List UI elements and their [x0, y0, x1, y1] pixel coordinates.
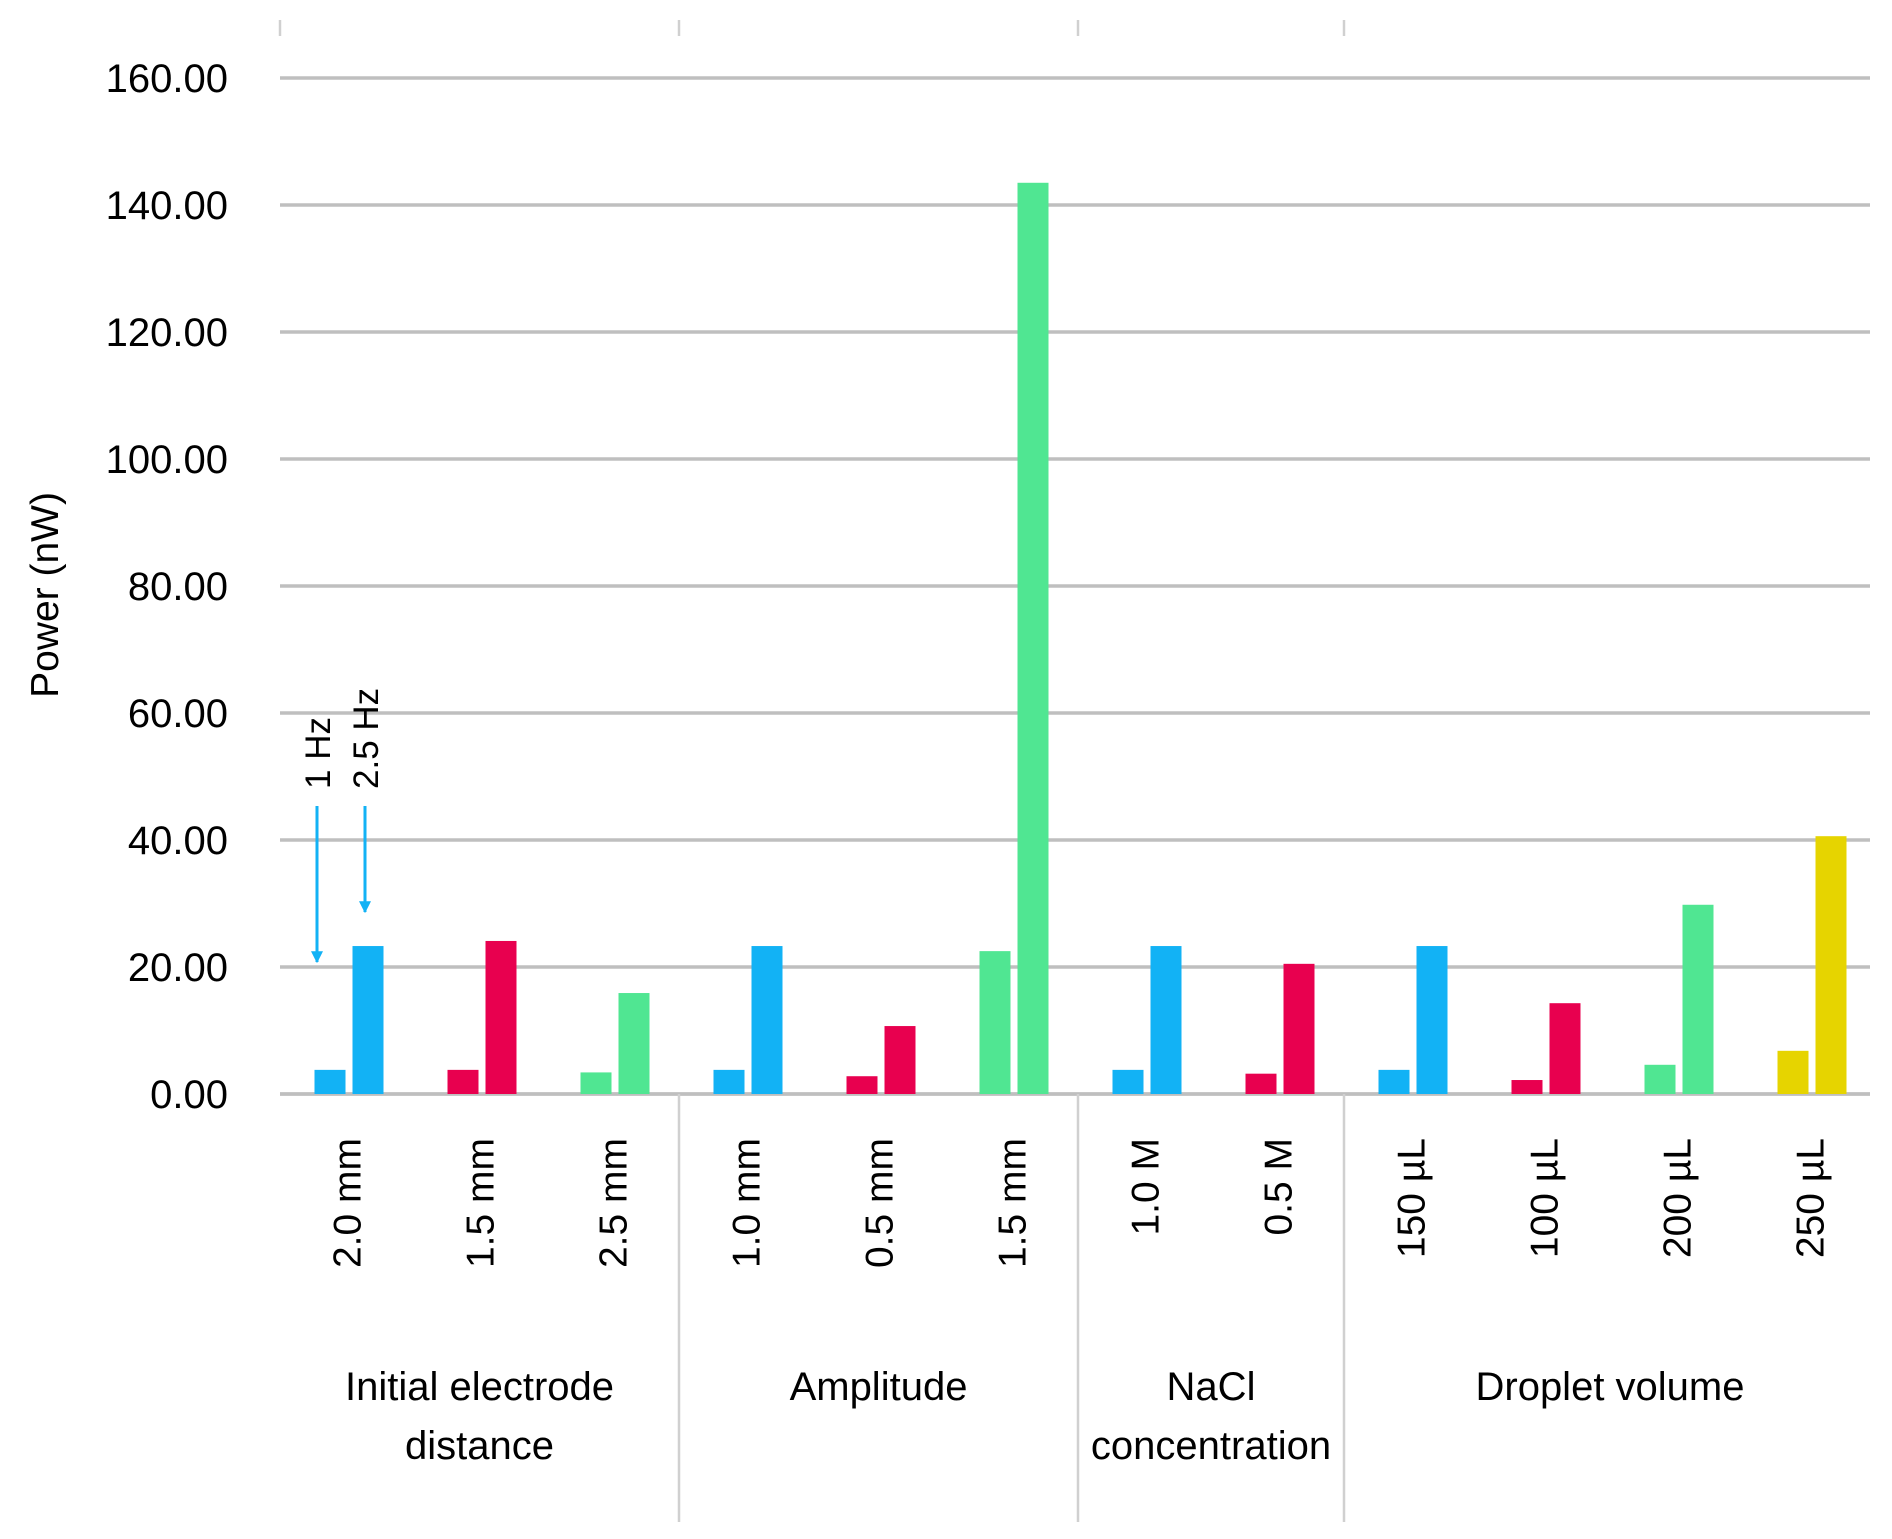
bar-2-5hz: [1815, 836, 1847, 1094]
bar-1hz: [1245, 1073, 1277, 1094]
frequency-annotations: 1 Hz 2.5 Hz: [299, 688, 386, 964]
bar-2-5hz: [884, 1026, 916, 1094]
annotation-1hz-label: 1 Hz: [299, 717, 338, 789]
x-tick-label: 2.5 mm: [593, 1138, 636, 1268]
bar-2-5hz: [485, 940, 517, 1094]
bar-1hz: [1378, 1069, 1410, 1094]
bar-2-5hz: [1682, 904, 1714, 1094]
x-tick-label: 0.5 M: [1258, 1138, 1301, 1236]
bar-2-5hz: [1283, 963, 1315, 1094]
bar-2-5hz: [1017, 182, 1049, 1094]
bar-1hz: [979, 951, 1011, 1094]
x-tick-label: 150 µL: [1391, 1138, 1434, 1258]
group-labels: Initial electrode distance Amplitude NaCl co…: [345, 1365, 1745, 1468]
y-tick-label: 20.00: [128, 946, 228, 990]
bar-1hz: [846, 1076, 878, 1094]
y-axis-tick-labels: 0.00 20.00 40.00 60.00 80.00 100.00 120.00 140.…: [106, 57, 228, 1117]
gridlines: [280, 76, 1870, 1096]
y-tick-label: 40.00: [128, 819, 228, 863]
y-tick-label: 160.00: [106, 57, 228, 101]
group-label: distance: [405, 1424, 554, 1468]
y-axis-title: Power (nW): [24, 492, 67, 698]
bar-2-5hz: [751, 946, 783, 1094]
bar-2-5hz: [1150, 946, 1182, 1094]
y-tick-label: 100.00: [106, 438, 228, 482]
group-label: Initial electrode: [345, 1365, 614, 1409]
x-tick-label: 2.0 mm: [327, 1138, 370, 1268]
x-tick-label: 1.0 mm: [726, 1138, 769, 1268]
y-tick-label: 140.00: [106, 184, 228, 228]
annotation-2-5hz-label: 2.5 Hz: [347, 688, 386, 789]
bar-1hz: [447, 1069, 479, 1094]
bars: [314, 182, 1847, 1094]
bar-2-5hz: [618, 993, 650, 1094]
bar-1hz: [1777, 1050, 1809, 1094]
bar-1hz: [1511, 1080, 1543, 1094]
x-tick-label: 0.5 mm: [859, 1138, 902, 1268]
x-tick-label: 1.5 mm: [992, 1138, 1035, 1268]
x-tick-label: 100 µL: [1524, 1138, 1567, 1258]
group-label: Amplitude: [790, 1365, 968, 1409]
x-tick-label: 200 µL: [1657, 1138, 1700, 1258]
bar-1hz: [1112, 1069, 1144, 1094]
x-tick-label: 1.0 M: [1125, 1138, 1168, 1236]
group-separators: [677, 1094, 1346, 1522]
bar-1hz: [314, 1069, 346, 1094]
bar-2-5hz: [1549, 1003, 1581, 1094]
bar-2-5hz: [1416, 946, 1448, 1094]
x-axis-tick-labels: 2.0 mm 1.5 mm 2.5 mm 1.0 mm 0.5 mm 1.5 mm 1.0 …: [327, 1138, 1833, 1268]
group-label: Droplet volume: [1475, 1365, 1744, 1409]
bar-1hz: [713, 1069, 745, 1094]
group-label: NaCl: [1167, 1365, 1256, 1409]
top-tick-marks: [278, 20, 1346, 36]
bar-1hz: [580, 1072, 612, 1094]
y-tick-label: 80.00: [128, 565, 228, 609]
y-tick-label: 60.00: [128, 692, 228, 736]
y-tick-label: 120.00: [106, 311, 228, 355]
x-tick-label: 1.5 mm: [460, 1138, 503, 1268]
y-tick-label: 0.00: [150, 1073, 228, 1117]
bar-2-5hz: [352, 946, 384, 1094]
group-label: concentration: [1091, 1424, 1331, 1468]
x-tick-label: 250 µL: [1790, 1138, 1833, 1258]
bar-1hz: [1644, 1064, 1676, 1094]
